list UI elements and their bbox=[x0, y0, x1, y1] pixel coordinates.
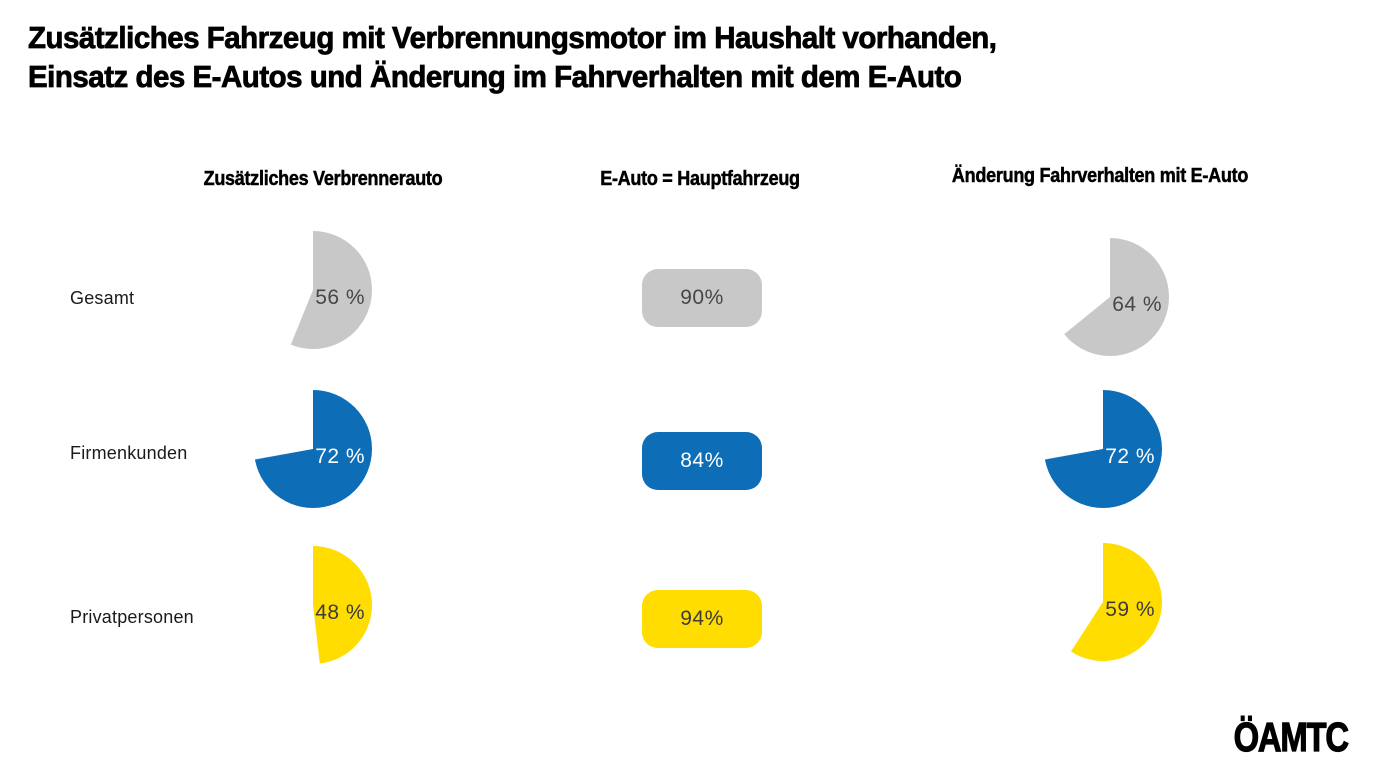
pie-gesamt-verbrennerauto: 56 % bbox=[254, 231, 372, 349]
column-header-hauptfahrzeug: E-Auto = Hauptfahrzeug bbox=[600, 168, 800, 191]
badge-gesamt-hauptfahrzeug: 90% bbox=[642, 269, 762, 327]
pie-firmenkunden-verbrennerauto: 72 % bbox=[254, 390, 372, 508]
pie-slice bbox=[1051, 238, 1169, 356]
page-title-line2: Einsatz des E-Autos und Änderung im Fahr… bbox=[28, 59, 963, 95]
pie-value-label: 64 % bbox=[1112, 293, 1163, 317]
badge-privatpersonen-hauptfahrzeug: 94% bbox=[642, 590, 762, 648]
column-header-verbrennerauto: Zusätzliches Verbrennerauto bbox=[203, 168, 443, 191]
page-title: Zusätzliches Fahrzeug mit Verbrennungsmo… bbox=[28, 18, 998, 96]
pie-value-label: 72 % bbox=[315, 445, 366, 469]
pie-privatpersonen-fahrverhalten: 59 % bbox=[1044, 543, 1162, 661]
pie-privatpersonen-verbrennerauto: 48 % bbox=[254, 546, 372, 664]
pie-value-label: 48 % bbox=[315, 601, 366, 625]
pie-slice bbox=[254, 546, 372, 664]
pie-value-label: 56 % bbox=[315, 286, 366, 310]
row-label-privatpersonen: Privatpersonen bbox=[70, 607, 194, 627]
pie-firmenkunden-fahrverhalten: 72 % bbox=[1044, 390, 1162, 508]
page-title-line1: Zusätzliches Fahrzeug mit Verbrennungsmo… bbox=[28, 20, 998, 56]
pie-gesamt-fahrverhalten: 64 % bbox=[1051, 238, 1169, 356]
pie-slice bbox=[254, 231, 372, 349]
pie-slice bbox=[1044, 390, 1162, 508]
pie-slice bbox=[1044, 543, 1162, 661]
row-label-gesamt: Gesamt bbox=[70, 288, 135, 308]
badge-firmenkunden-hauptfahrzeug: 84% bbox=[642, 432, 762, 490]
row-label-firmenkunden: Firmenkunden bbox=[70, 443, 188, 463]
pie-value-label: 59 % bbox=[1105, 598, 1156, 622]
pie-slice bbox=[254, 390, 372, 508]
pie-value-label: 72 % bbox=[1105, 445, 1156, 469]
column-header-fahrverhalten: Änderung Fahrverhalten mit E-Auto bbox=[951, 165, 1249, 188]
oeamtc-logo: ÖAMTC bbox=[1233, 713, 1349, 760]
